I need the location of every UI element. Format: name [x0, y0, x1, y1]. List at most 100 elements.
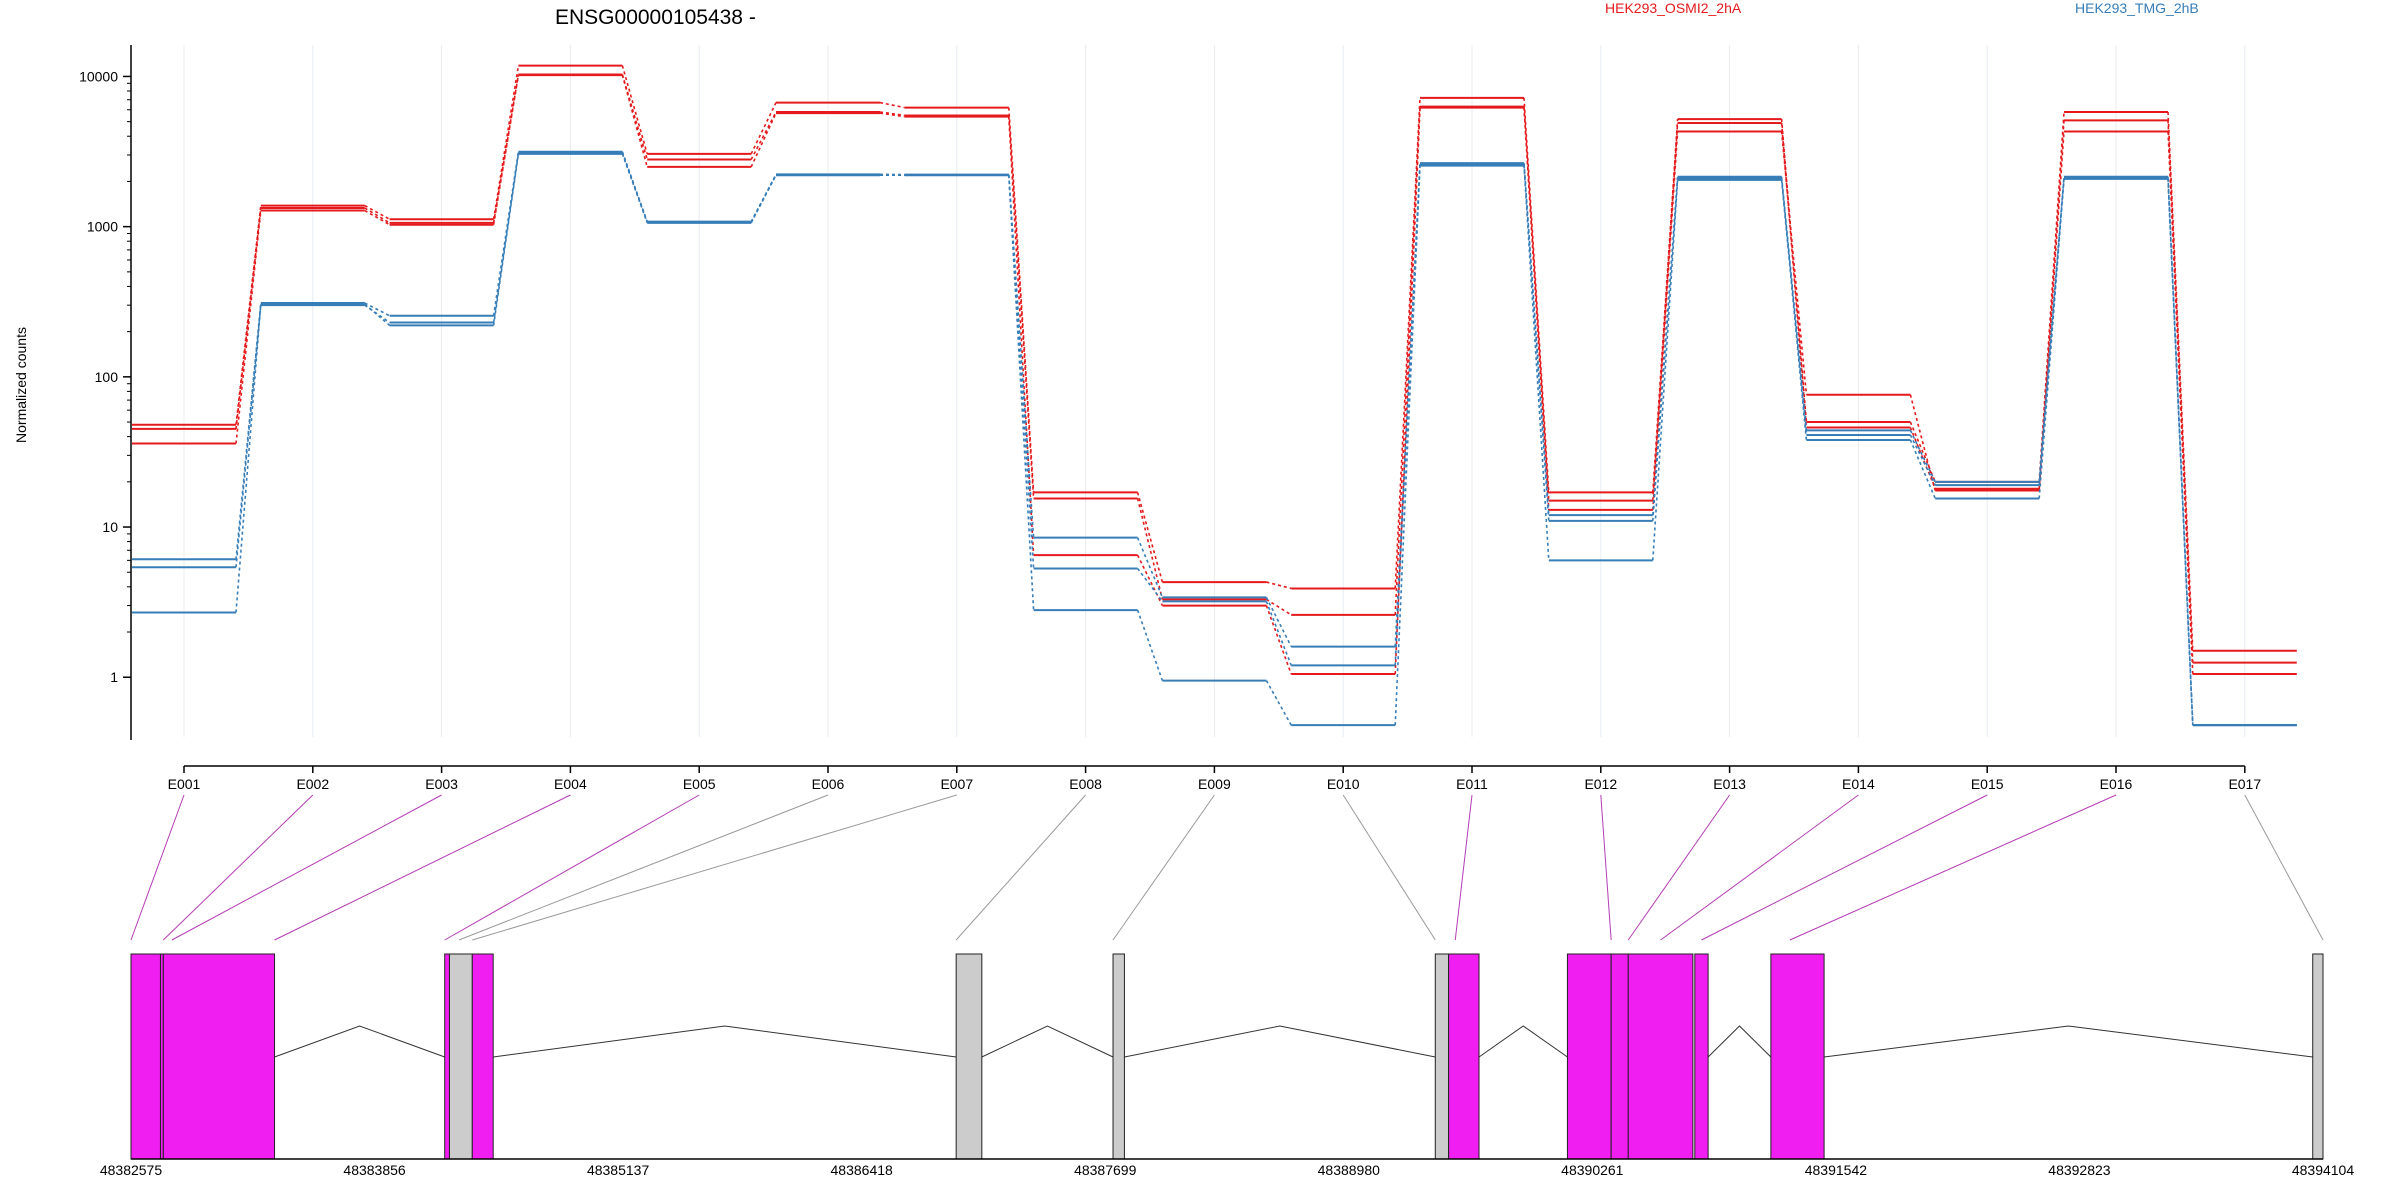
- series-transition: [235, 305, 262, 568]
- series-transition: [364, 302, 390, 317]
- intron-line: [493, 1025, 957, 1058]
- coord-label: 48387699: [1074, 1162, 1137, 1178]
- x-axis: E001 E002 E003 E004 E005 E006 E007 E008 E009 E010…: [168, 765, 2261, 792]
- exon-box-E012: [1610, 953, 1629, 1160]
- series-transition: [879, 112, 905, 118]
- intron-line: [1478, 1025, 1568, 1058]
- connector-E016: [1789, 794, 2117, 941]
- series-transition: [1909, 439, 1936, 499]
- exon-box-E015: [1770, 953, 1825, 1160]
- exon-box-E007: [955, 953, 983, 1160]
- series-transition: [1008, 115, 1035, 499]
- series-transition: [621, 74, 648, 168]
- series-transition: [364, 207, 391, 224]
- series-transition: [879, 101, 905, 109]
- gene-model: [130, 953, 2324, 1160]
- connector-E011: [1454, 794, 1473, 941]
- y-tick-label: 10000: [79, 68, 118, 84]
- connector-E017: [2244, 794, 2324, 941]
- exon-box-E013: [1627, 953, 1694, 1160]
- x-tick-label-E006: E006: [812, 776, 845, 792]
- connector-E007: [472, 794, 957, 941]
- series-transition: [1008, 175, 1035, 569]
- x-tick-label-E009: E009: [1198, 776, 1231, 792]
- series-transition: [1394, 97, 1421, 589]
- exon-box-E016: [2312, 953, 2324, 1160]
- series-transition: [492, 75, 520, 225]
- series-transition: [1523, 107, 1550, 510]
- series-transition: [750, 174, 777, 224]
- x-tick-label-E003: E003: [425, 776, 458, 792]
- x-tick-label-E001: E001: [168, 776, 201, 792]
- series-transition: [1266, 581, 1292, 590]
- series-transition: [750, 173, 777, 222]
- x-tick-label-E005: E005: [683, 776, 716, 792]
- series-transition: [1265, 605, 1292, 675]
- series-transition: [1008, 107, 1035, 493]
- x-tick-label-E007: E007: [940, 776, 973, 792]
- series-transition: [1136, 609, 1164, 681]
- connector-E012: [1600, 794, 1612, 941]
- x-tick-label-E010: E010: [1327, 776, 1360, 792]
- exon-box-E001: [130, 953, 161, 1160]
- genomic-coordinate-axis: 48382575 48383856 48385137 48386418 48387699…: [100, 1162, 2355, 1178]
- series-transition: [750, 102, 777, 155]
- series-transition: [364, 204, 390, 220]
- series-transition: [1008, 116, 1035, 556]
- coord-label: 48385137: [587, 1162, 650, 1178]
- series-transition: [2167, 131, 2194, 675]
- coord-label: 48390261: [1561, 1162, 1624, 1178]
- legend-label-tmg: HEK293_TMG_2hB: [2075, 0, 2199, 16]
- y-tick-label: 1: [110, 669, 118, 685]
- series-transition: [2038, 178, 2065, 499]
- series-transition: [1394, 107, 1421, 675]
- coord-label: 48392823: [2048, 1162, 2111, 1178]
- series-transition: [1265, 601, 1292, 666]
- x-gridlines: [183, 45, 2246, 737]
- exon-box-E014: [1694, 953, 1709, 1160]
- x-tick-label-E012: E012: [1584, 776, 1617, 792]
- series-transition: [235, 207, 262, 430]
- series-line-2: [132, 74, 2297, 676]
- x-tick-label-E014: E014: [1842, 776, 1875, 792]
- connector-E002: [162, 794, 314, 941]
- y-tick-label: 1000: [87, 219, 118, 235]
- x-tick-label-E016: E016: [2100, 776, 2133, 792]
- series-transition: [1780, 179, 1808, 441]
- connector-E004: [274, 794, 571, 941]
- series-transition: [1652, 119, 1679, 493]
- series-transition: [235, 210, 262, 444]
- x-tick-label-E013: E013: [1713, 776, 1746, 792]
- series-transition: [1652, 179, 1679, 561]
- exon-box-E010: [1448, 953, 1480, 1160]
- exon-box-E008: [1112, 953, 1125, 1160]
- x-tick-label-E004: E004: [554, 776, 587, 792]
- series-transition: [1780, 131, 1808, 395]
- coord-label: 48394104: [2292, 1162, 2355, 1178]
- coord-label: 48386418: [831, 1162, 894, 1178]
- series-transition: [1008, 174, 1035, 611]
- series-transition: [364, 209, 390, 226]
- legend-label-osmi: HEK293_OSMI2_2hA: [1605, 0, 1742, 16]
- connector-E009: [1112, 794, 1215, 941]
- series-transition: [1909, 421, 1936, 483]
- coord-label: 48382575: [100, 1162, 163, 1178]
- exon-box-E006: [471, 953, 494, 1160]
- connector-E013: [1627, 794, 1731, 941]
- x-tick-label-E002: E002: [296, 776, 329, 792]
- x-tick-label-E008: E008: [1069, 776, 1102, 792]
- series-transition: [621, 153, 648, 224]
- exon-box-E009: [1434, 953, 1450, 1160]
- series-transition: [1394, 106, 1421, 615]
- y-axis-label: Normalized counts: [13, 327, 29, 443]
- series-transition: [1265, 680, 1292, 726]
- connector-E001: [130, 794, 185, 941]
- coord-label: 48388980: [1318, 1162, 1381, 1178]
- series-lines: [132, 64, 2297, 727]
- x-tick-label-E015: E015: [1971, 776, 2004, 792]
- connector-E006: [458, 794, 829, 941]
- y-axis: 1 10 100 1000 10000: [79, 45, 132, 740]
- series-transition: [1394, 165, 1421, 726]
- series-transition: [492, 152, 520, 323]
